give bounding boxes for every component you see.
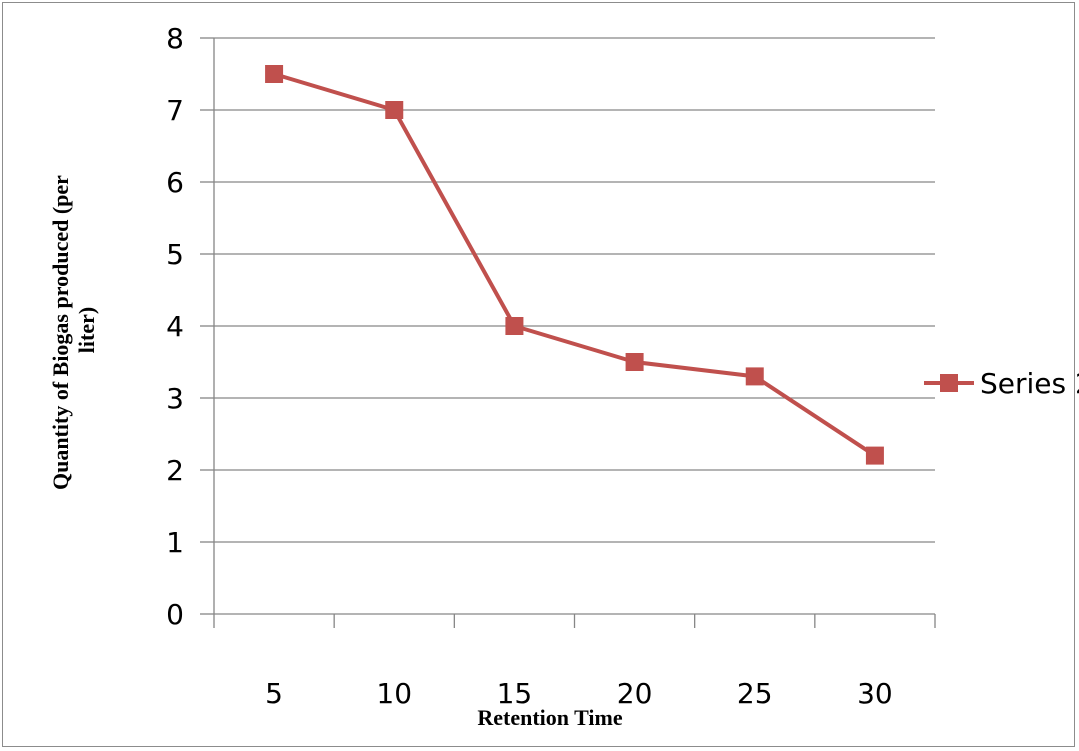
y-axis-title: Quantity of Biogas produced (per liter)	[48, 170, 99, 490]
series-line-0	[273, 72, 877, 458]
y-axis-title-line-2: liter)	[74, 307, 99, 353]
series-layer	[265, 65, 884, 465]
axes	[200, 37, 936, 628]
x-tick-label-5: 5	[265, 677, 283, 710]
y-tick-label-2: 2	[166, 454, 184, 487]
y-tick-label-5: 5	[166, 238, 184, 271]
data-point-30	[865, 446, 884, 465]
y-tick-label-7: 7	[166, 94, 184, 127]
x-axis-title: Retention Time	[477, 705, 622, 730]
x-tick-label-30: 30	[857, 677, 893, 710]
legend: Series 2	[924, 367, 1079, 400]
data-point-20	[625, 353, 644, 371]
x-tick-label-20: 20	[617, 677, 653, 710]
x-tick-label-25: 25	[737, 677, 773, 710]
y-tick-label-1: 1	[166, 526, 184, 559]
legend-marker	[940, 374, 958, 392]
x-tick-label-15: 15	[497, 677, 533, 710]
data-point-5	[265, 65, 284, 83]
y-axis-title-line-1: Quantity of Biogas produced (per	[48, 175, 73, 490]
x-tick-labels: 5 10 15 20 25 30	[265, 677, 893, 710]
data-point-15	[505, 317, 524, 335]
y-tick-label-4: 4	[166, 310, 184, 343]
data-point-10	[385, 101, 404, 119]
y-tick-label-6: 6	[166, 166, 184, 199]
x-tick-label-10: 10	[376, 677, 412, 710]
y-tick-labels: 0 1 2 3 4 5 6 7 8	[166, 22, 184, 631]
data-point-25	[745, 367, 764, 386]
y-tick-label-0: 0	[166, 598, 184, 631]
gridlines	[214, 37, 935, 543]
y-tick-label-3: 3	[166, 382, 184, 415]
legend-label: Series 2	[980, 367, 1079, 400]
y-tick-label-8: 8	[166, 22, 184, 55]
